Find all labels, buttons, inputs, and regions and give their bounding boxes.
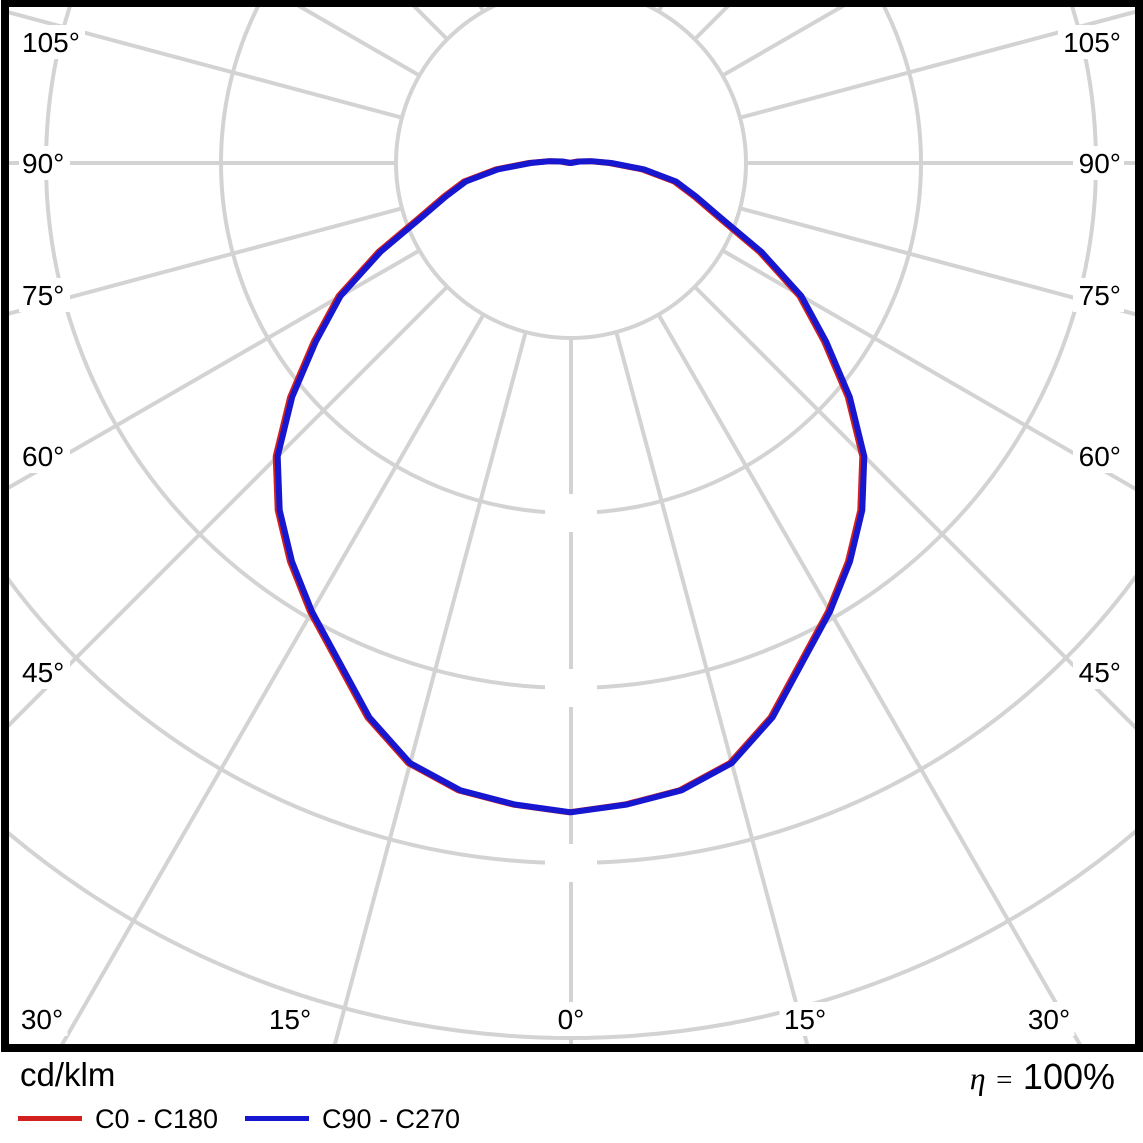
angle-label: 0°	[558, 1004, 585, 1035]
angle-label: 105°	[1063, 27, 1121, 58]
plot-border	[1, 0, 1143, 1052]
grid-radial	[9, 206, 403, 316]
angle-label-backing	[19, 439, 70, 473]
angle-label-backing	[1073, 278, 1124, 312]
angle-label: 90°	[22, 148, 64, 179]
grid-radial	[739, 206, 1135, 317]
unit-label: cd/klm	[20, 1056, 116, 1093]
eta-value: 100%	[1022, 1056, 1115, 1097]
angle-label: 30°	[21, 1004, 63, 1035]
angle-label: 90°	[1079, 148, 1121, 179]
angle-label: 15°	[784, 1004, 826, 1035]
angle-label: 15°	[269, 1004, 311, 1035]
angle-label-backing	[16, 1002, 68, 1036]
angle-label: 60°	[1079, 441, 1121, 472]
c0-c180-line-swatch	[18, 1116, 82, 1121]
grid-radial	[332, 331, 528, 1044]
angle-labels: 105° 90° 75° 60° 45° 105° 90° 75° 60° 45° 30° 15° 0°…	[16, 25, 1124, 1036]
angle-label-backing	[1073, 146, 1124, 180]
grid-radial	[739, 9, 1135, 120]
grid-radial	[9, 285, 449, 728]
angle-label-backing	[1073, 655, 1124, 689]
grid-radial	[9, 248, 421, 490]
angle-label: 75°	[1079, 280, 1121, 311]
angle-label: 45°	[22, 657, 64, 688]
light-output-ratio: η = 100%	[970, 1056, 1115, 1098]
legend-item-c0-c180: C0 - C180	[18, 1102, 248, 1136]
angle-label: 75°	[22, 280, 64, 311]
angle-label-backing	[19, 655, 70, 689]
grid-radial	[721, 248, 1135, 491]
angle-label-backing	[264, 1002, 316, 1036]
grid-radial	[693, 285, 1135, 730]
curve-c90-c270	[274, 158, 868, 816]
grid-radial	[60, 313, 486, 1044]
angle-label: 30°	[1028, 1004, 1070, 1035]
angle-label-backing	[19, 278, 70, 312]
c90-c270-label: C90 - C270	[322, 1104, 461, 1134]
angle-label: 60°	[22, 441, 64, 472]
ring-label-gap	[545, 669, 597, 707]
eta-equals: =	[996, 1064, 1013, 1096]
angle-label-backing	[1058, 25, 1124, 59]
angle-label: 45°	[1079, 657, 1121, 688]
angle-label-backing	[779, 1002, 831, 1036]
eta-symbol: η	[969, 1060, 986, 1096]
grid-radial	[656, 313, 1082, 1044]
angle-label-backing	[1073, 439, 1124, 473]
angle-label-backing	[553, 1002, 589, 1036]
legend-item-c90-c270: C90 - C270	[245, 1102, 495, 1136]
grid-radial	[614, 331, 810, 1044]
angle-label-backing	[1023, 1002, 1075, 1036]
c0-c180-label: C0 - C180	[95, 1104, 219, 1134]
grid-radial	[9, 10, 403, 120]
angle-label-backing	[19, 146, 70, 180]
intensity-curves	[272, 158, 868, 816]
ring-label-gap	[545, 844, 597, 882]
ring-label-gap	[545, 494, 597, 532]
c90-c270-line-swatch	[245, 1116, 309, 1121]
angle-label: 105°	[22, 27, 80, 58]
angle-label-backing	[19, 25, 85, 59]
